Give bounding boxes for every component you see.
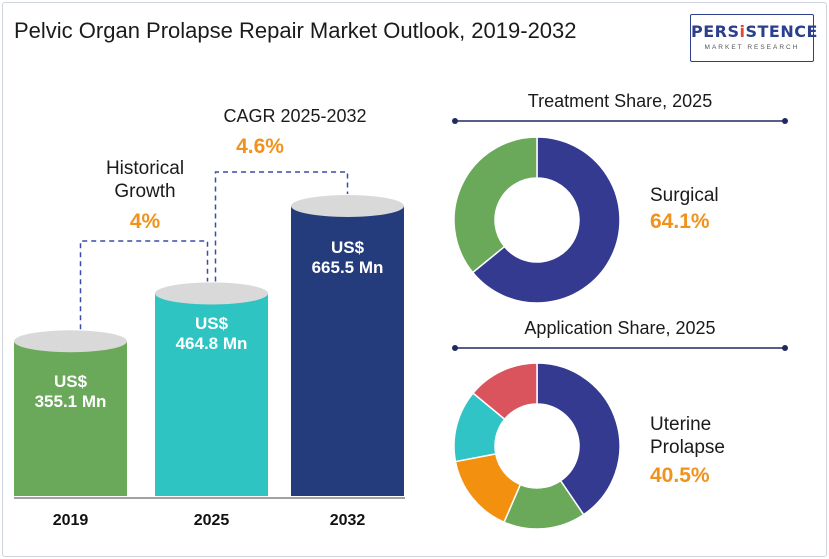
treatment-highlight-value: 64.1% xyxy=(650,210,710,233)
application-highlight-value: 40.5% xyxy=(650,464,710,487)
historical-growth-connector xyxy=(79,240,209,330)
chart-title: Pelvic Organ Prolapse Repair Market Outl… xyxy=(14,18,577,43)
bar-label-2032: US$ 665.5 Mn xyxy=(291,238,404,278)
application-highlight-label-line1: Uterine xyxy=(650,414,712,435)
bar-label-2019: US$ 355.1 Mn xyxy=(14,372,127,412)
separator-dot xyxy=(782,118,788,124)
brand-logo: PERSiSTENCE MARKET RESEARCH xyxy=(690,14,818,62)
bar-top-2032 xyxy=(291,195,404,217)
bar-label-2025-currency: US$ xyxy=(194,314,229,333)
treatment-slice-1 xyxy=(453,136,538,274)
x-tick-2025: 2025 xyxy=(193,512,230,529)
bar-label-2032-value: 665.5 Mn xyxy=(311,258,384,277)
bar-label-2032-currency: US$ xyxy=(330,238,365,257)
x-tick-2032: 2032 xyxy=(329,512,366,529)
application-share-title: Application Share, 2025 xyxy=(524,318,716,338)
logo-wordmark: PERSiSTENCE xyxy=(691,22,818,41)
historical-growth-label: Historical Growth xyxy=(80,157,210,203)
bar-2025 xyxy=(155,293,268,496)
bar-label-2019-value: 355.1 Mn xyxy=(34,392,107,411)
historical-growth-value: 4% xyxy=(129,210,161,233)
bar-label-2019-currency: US$ xyxy=(53,372,88,391)
treatment-highlight-label: Surgical xyxy=(650,185,719,206)
cagr-value: 4.6% xyxy=(236,135,284,158)
application-highlight-label: Uterine Prolapse xyxy=(650,413,800,459)
application-slice-0 xyxy=(536,362,621,516)
cagr-connector xyxy=(214,171,349,282)
bar-label-2025-value: 464.8 Mn xyxy=(175,334,248,353)
application-slice-4 xyxy=(471,362,538,421)
x-tick-2019: 2019 xyxy=(52,512,89,529)
treatment-share-title: Treatment Share, 2025 xyxy=(527,91,713,111)
separator-dot xyxy=(452,345,458,351)
historical-label-line1: Historical xyxy=(105,158,185,179)
bar-top-2025 xyxy=(155,282,268,305)
bar-top-2019 xyxy=(14,330,127,353)
logo-tagline: MARKET RESEARCH xyxy=(704,44,800,51)
bar-2019 xyxy=(14,341,127,496)
separator-dot xyxy=(452,118,458,124)
historical-label-line2: Growth xyxy=(114,181,176,202)
cagr-label: CAGR 2025-2032 xyxy=(223,106,367,126)
application-highlight-label-line2: Prolapse xyxy=(650,437,725,458)
bar-2032 xyxy=(291,206,404,496)
separator-dot xyxy=(782,345,788,351)
bar-label-2025: US$ 464.8 Mn xyxy=(155,314,268,354)
treatment-slice-0 xyxy=(471,136,621,304)
